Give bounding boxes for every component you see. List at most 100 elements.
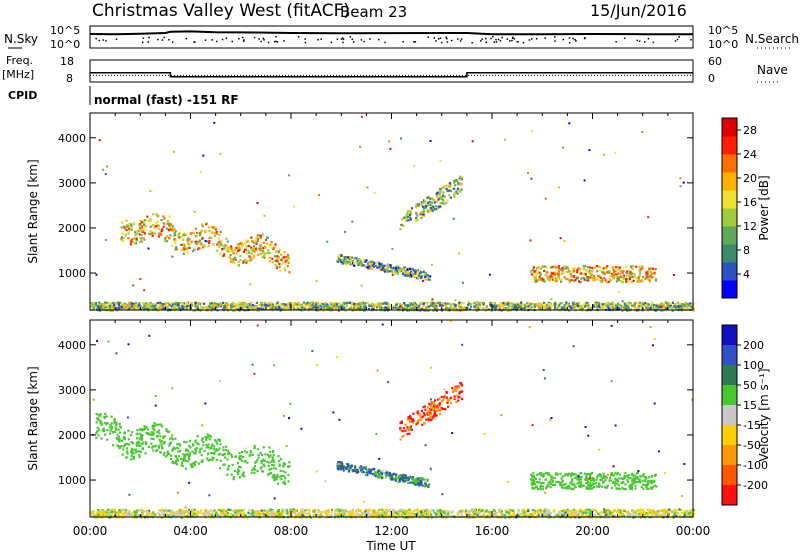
scatter-point	[374, 474, 377, 477]
scatter-point	[368, 263, 371, 266]
scatter-point	[126, 450, 129, 453]
scatter-point	[188, 238, 191, 241]
scatter-point	[424, 272, 427, 275]
scatter-point	[310, 308, 313, 311]
scatter-point	[602, 267, 605, 270]
scatter-point	[598, 484, 601, 487]
scatter-point	[627, 273, 630, 276]
scatter-point	[341, 258, 344, 261]
scatter-point	[150, 306, 153, 310]
scatter-point	[123, 432, 126, 435]
nsearch-point	[485, 41, 487, 43]
scatter-point	[275, 265, 278, 269]
scatter-point	[245, 261, 248, 264]
scatter-point	[615, 306, 618, 309]
scatter-point	[254, 247, 257, 250]
scatter-point	[205, 223, 207, 226]
nsearch-point	[163, 36, 165, 39]
scatter-point	[406, 211, 409, 215]
scatter-point	[424, 206, 428, 209]
scatter-point	[138, 223, 141, 226]
scatter-point	[284, 303, 287, 306]
scatter-point	[603, 303, 606, 306]
scatter-point	[135, 307, 138, 310]
scatter-point	[127, 511, 130, 514]
scatter-point	[156, 434, 159, 438]
scatter-point	[315, 280, 318, 283]
scatter-point	[609, 279, 612, 282]
scatter-point	[420, 276, 423, 280]
scatter-point	[539, 274, 542, 277]
scatter-point	[110, 427, 114, 430]
scatter-point	[539, 484, 542, 487]
scatter-point	[427, 201, 430, 205]
scatter-point	[207, 459, 210, 462]
scatter-point	[277, 256, 280, 259]
scatter-point	[641, 267, 644, 270]
scatter-point	[109, 429, 113, 432]
scatter-point	[621, 300, 624, 303]
scatter-point	[227, 303, 230, 306]
scatter-point	[577, 267, 580, 270]
scatter-point	[593, 266, 596, 269]
scatter-point	[113, 417, 116, 421]
scatter-point	[466, 306, 469, 309]
scatter-point	[602, 475, 606, 478]
scatter-point	[213, 452, 216, 455]
scatter-point	[359, 259, 362, 262]
scatter-point	[304, 303, 307, 306]
nsky-line	[89, 30, 694, 36]
scatter-point	[395, 479, 398, 482]
colorbar-swatch	[722, 118, 737, 137]
scatter-point	[232, 251, 236, 254]
scatter-point	[412, 272, 415, 275]
scatter-point	[439, 202, 442, 205]
colorbar-swatch	[722, 244, 737, 263]
scatter-point	[657, 304, 660, 307]
scatter-point	[620, 279, 623, 282]
scatter-point	[373, 261, 376, 264]
scatter-point	[192, 309, 195, 312]
scatter-point	[264, 246, 267, 249]
scatter-point	[424, 275, 427, 279]
scatter-point	[163, 435, 166, 438]
scatter-point	[233, 469, 236, 472]
scatter-point	[400, 420, 403, 423]
scatter-point	[553, 476, 556, 479]
scatter-point	[348, 260, 351, 263]
scatter-point	[417, 276, 420, 279]
scatter-point	[423, 207, 426, 210]
scatter-point	[342, 259, 345, 262]
scatter-point	[208, 447, 211, 450]
scatter-point	[629, 484, 632, 487]
scatter-point	[569, 481, 572, 484]
scatter-point	[126, 451, 129, 454]
scatter-point	[207, 434, 210, 437]
scatter-point	[601, 307, 604, 310]
scatter-point	[681, 303, 684, 306]
scatter-point	[599, 475, 602, 478]
nsearch-point	[95, 37, 97, 40]
nsearch-point	[241, 36, 244, 39]
scatter-point	[418, 307, 421, 310]
scatter-point	[104, 301, 107, 304]
scatter-point	[452, 187, 456, 190]
scatter-point	[163, 304, 166, 307]
scatter-point	[156, 449, 159, 452]
scatter-point	[562, 306, 565, 309]
scatter-point	[424, 309, 427, 312]
scatter-point	[152, 431, 155, 435]
scatter-point	[292, 205, 295, 208]
scatter-point	[116, 302, 120, 305]
scatter-point	[421, 484, 424, 487]
scatter-point	[271, 458, 274, 461]
scatter-point	[320, 305, 323, 308]
scatter-point	[650, 487, 653, 490]
scatter-point	[198, 231, 201, 235]
scatter-point	[573, 304, 576, 307]
scatter-point	[629, 271, 632, 274]
scatter-point	[128, 305, 131, 308]
scatter-point	[204, 305, 207, 308]
scatter-point	[286, 253, 290, 256]
scatter-point	[182, 305, 185, 308]
